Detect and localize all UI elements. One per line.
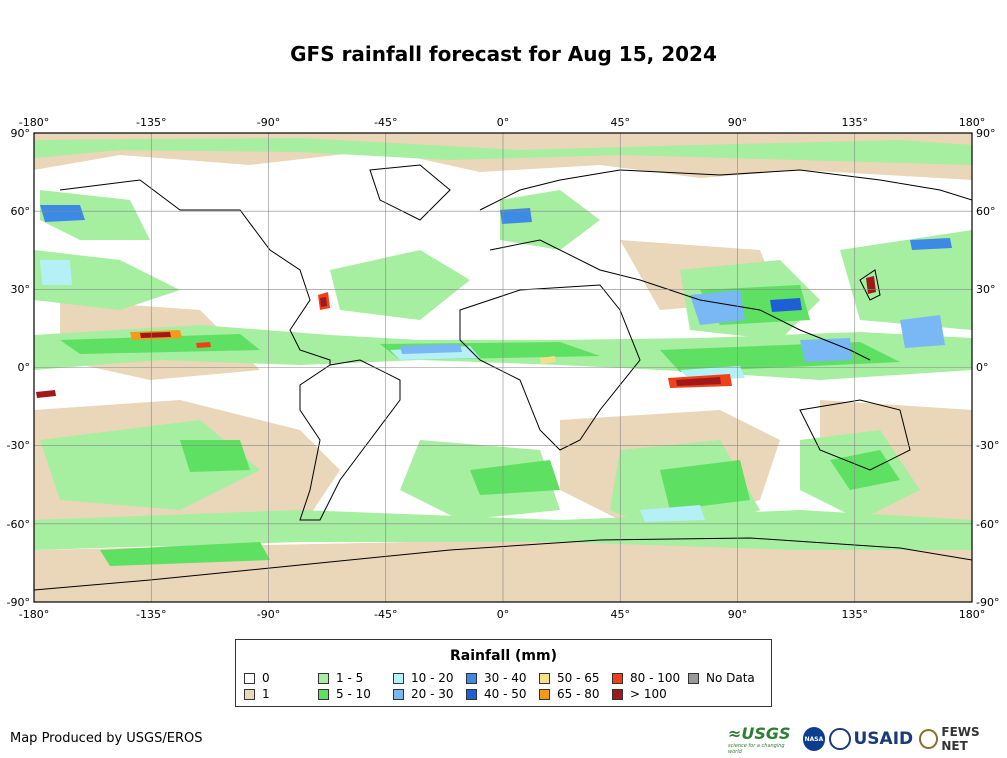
lon-label-top: -45° xyxy=(374,116,397,129)
legend-item: 10 - 20 xyxy=(393,671,454,685)
map-frame xyxy=(33,132,973,603)
legend-label: 1 - 5 xyxy=(336,671,364,685)
legend-title: Rainfall (mm) xyxy=(450,648,557,664)
legend-label: No Data xyxy=(706,671,755,685)
legend-label: 40 - 50 xyxy=(484,687,527,701)
legend-item: No Data xyxy=(688,671,755,685)
legend-swatch xyxy=(244,672,255,684)
legend-swatch xyxy=(466,688,477,700)
lon-label-top: -135° xyxy=(136,116,166,129)
legend-item: 50 - 65 xyxy=(539,671,600,685)
legend-swatch xyxy=(318,672,329,684)
lon-label-bottom: -90° xyxy=(257,608,280,620)
legend-label: 20 - 30 xyxy=(411,687,454,701)
lon-label-bottom: -180° xyxy=(19,608,49,620)
coastlines xyxy=(34,164,972,591)
legend-label: 80 - 100 xyxy=(630,671,681,685)
lat-label-left: -60° xyxy=(7,518,30,531)
legend-label: 10 - 20 xyxy=(411,671,454,685)
legend-item: 1 xyxy=(244,687,270,701)
lat-label-right: 60° xyxy=(976,205,996,218)
lon-label-top: -90° xyxy=(257,116,280,129)
legend-swatch xyxy=(393,688,404,700)
legend-swatch xyxy=(318,688,329,700)
usaid-seal-icon xyxy=(829,728,851,750)
legend-label: 0 xyxy=(262,671,270,685)
rainfall-map: -180° -135° -90° -45° 0° 45° 90° 135° 18… xyxy=(7,116,1000,620)
lon-label-bottom: 90° xyxy=(728,608,748,620)
legend-label: 50 - 65 xyxy=(557,671,600,685)
lat-label-left: 30° xyxy=(11,283,31,296)
legend-swatch xyxy=(612,672,623,684)
legend-swatch xyxy=(244,688,255,700)
usaid-logo: USAID xyxy=(853,729,914,749)
legend-label: 65 - 80 xyxy=(557,687,600,701)
lon-label-top: 135° xyxy=(842,116,869,129)
legend-item: 65 - 80 xyxy=(539,687,600,701)
lat-label-left: -90° xyxy=(7,596,30,609)
lat-label-right: 90° xyxy=(976,127,996,140)
lat-label-left: 90° xyxy=(11,127,31,140)
legend-swatch xyxy=(393,672,404,684)
lon-label-bottom: 45° xyxy=(611,608,631,620)
lon-labels-top: -180° -135° -90° -45° 0° 45° 90° 135° 18… xyxy=(19,116,985,129)
legend-label: > 100 xyxy=(630,687,667,701)
legend-item: 5 - 10 xyxy=(318,687,371,701)
lon-label-bottom: 180° xyxy=(959,608,986,620)
lat-label-right: 30° xyxy=(976,283,996,296)
map-title: GFS rainfall forecast for Aug 15, 2024 xyxy=(290,42,717,66)
lon-label-bottom: -45° xyxy=(374,608,397,620)
lat-label-left: -30° xyxy=(7,439,30,452)
lon-label-top: 90° xyxy=(728,116,748,129)
lat-labels-left: 90° 60° 30° 0° -30° -60° -90° xyxy=(7,127,30,609)
legend: Rainfall (mm) 0 1 1 - 5 5 - 10 10 - 20 2… xyxy=(235,639,772,707)
usgs-logo: ≈USGS science for a changing world xyxy=(728,724,797,755)
lat-label-right: -60° xyxy=(976,518,999,531)
credit-text: Map Produced by USGS/EROS xyxy=(10,731,203,746)
legend-swatch xyxy=(539,672,550,684)
legend-item: 1 - 5 xyxy=(318,671,363,685)
lat-label-left: 0° xyxy=(18,361,31,374)
lat-label-left: 60° xyxy=(11,205,31,218)
logos: ≈USGS science for a changing world NASA … xyxy=(728,724,1007,755)
lon-label-bottom: 0° xyxy=(497,608,510,620)
legend-label: 30 - 40 xyxy=(484,671,527,685)
legend-item: 0 xyxy=(244,671,270,685)
legend-item: 20 - 30 xyxy=(393,687,454,701)
lon-label-top: 45° xyxy=(611,116,631,129)
lat-label-right: -30° xyxy=(976,439,999,452)
legend-item: 80 - 100 xyxy=(612,671,680,685)
legend-swatch xyxy=(539,688,550,700)
nasa-logo: NASA xyxy=(802,727,826,751)
fews-globe-icon xyxy=(919,729,939,749)
lon-label-bottom: -135° xyxy=(136,608,166,620)
lon-label-bottom: 135° xyxy=(842,608,869,620)
lon-labels-bottom: -180° -135° -90° -45° 0° 45° 90° 135° 18… xyxy=(19,608,985,620)
legend-item: 40 - 50 xyxy=(466,687,527,701)
lat-labels-right: 90° 60° 30° 0° -30° -60° -90° xyxy=(976,127,999,609)
legend-label: 1 xyxy=(262,687,270,701)
legend-swatch xyxy=(466,672,477,684)
lat-label-right: -90° xyxy=(976,596,999,609)
lon-label-top: -180° xyxy=(19,116,49,129)
lon-label-top: 180° xyxy=(959,116,986,129)
fews-net-logo: FEWS NET xyxy=(941,725,980,753)
usgs-tagline: science for a changing world xyxy=(728,742,785,755)
legend-label: 5 - 10 xyxy=(336,687,371,701)
legend-item: > 100 xyxy=(612,687,667,701)
lat-label-right: 0° xyxy=(976,361,989,374)
graticule xyxy=(34,133,972,602)
lon-label-top: 0° xyxy=(497,116,510,129)
legend-swatch xyxy=(612,688,623,700)
legend-item: 30 - 40 xyxy=(466,671,527,685)
legend-swatch xyxy=(688,672,699,684)
